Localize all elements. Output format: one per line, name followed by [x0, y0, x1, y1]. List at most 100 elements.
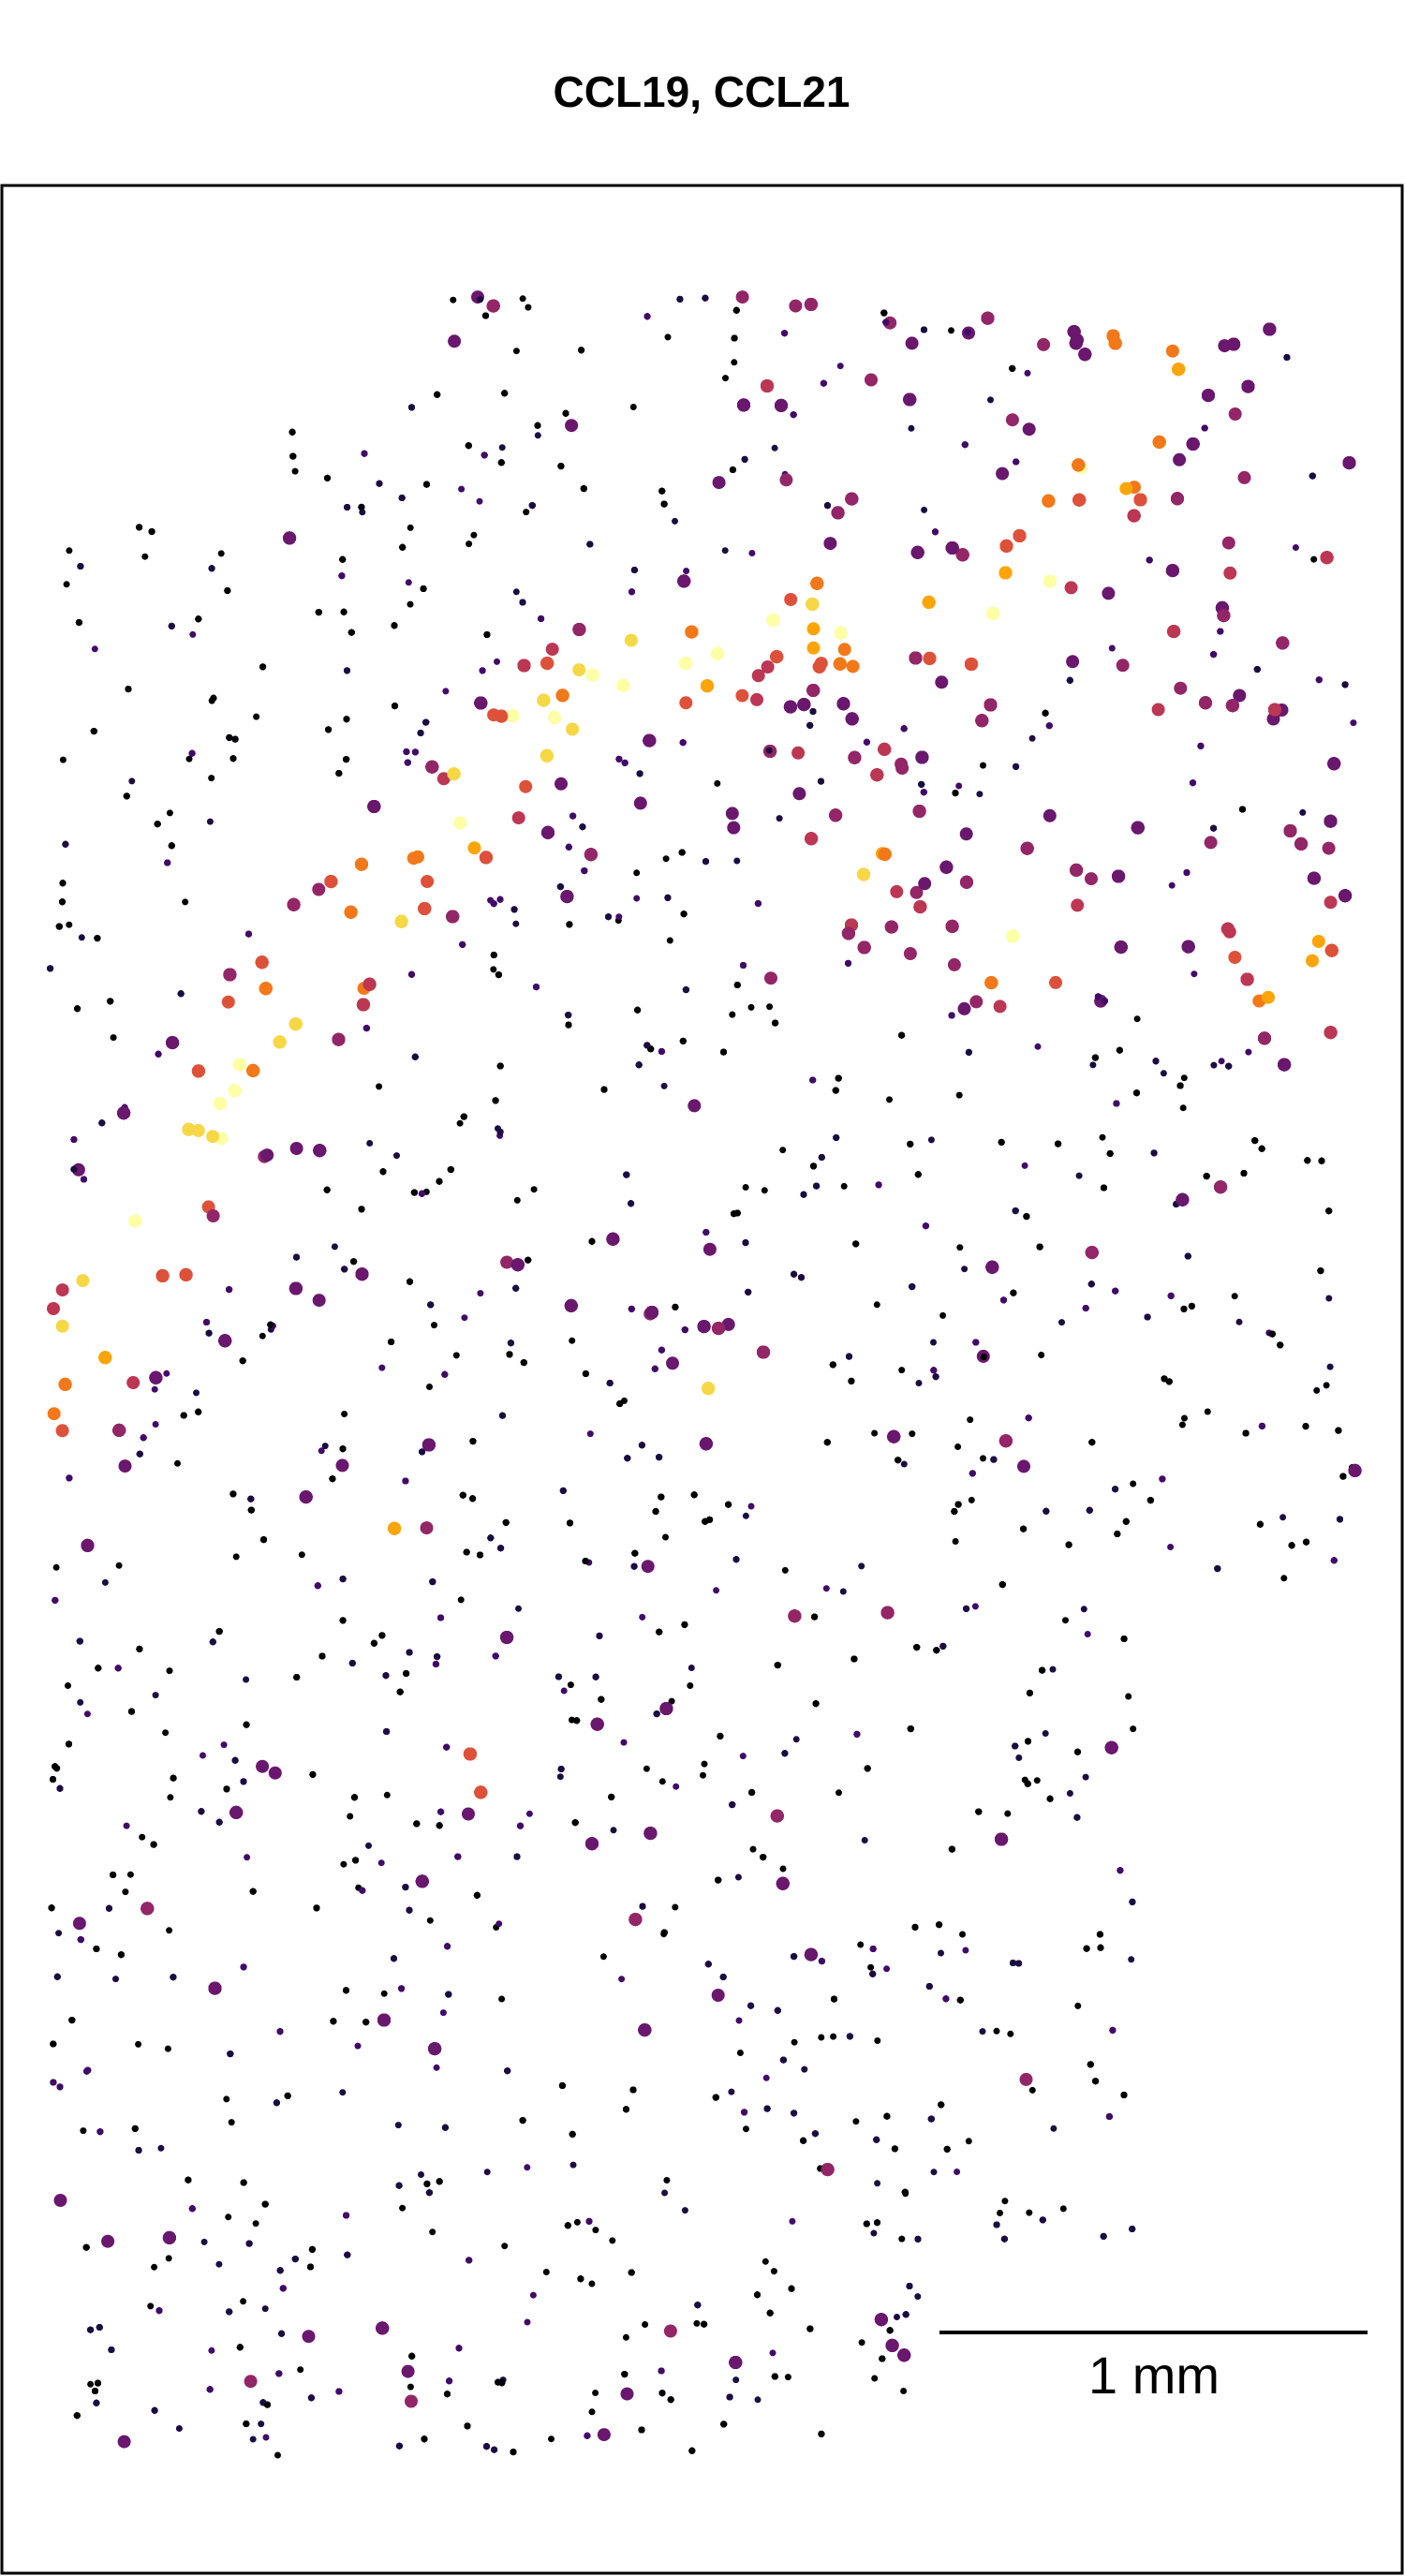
tissue-spot: [736, 2050, 744, 2056]
tissue-spot: [865, 373, 878, 387]
tissue-spot: [500, 1255, 514, 1269]
tissue-spot: [1322, 841, 1336, 855]
tissue-spot: [1204, 836, 1218, 850]
tissue-spot: [66, 547, 73, 555]
tissue-spot: [457, 1596, 465, 1604]
tissue-spot: [1130, 1725, 1137, 1733]
tissue-spot: [206, 1130, 220, 1144]
tissue-spot: [495, 1920, 503, 1928]
tissue-spot: [792, 1736, 800, 1743]
tissue-spot: [750, 692, 763, 706]
tissue-spot: [135, 2040, 142, 2048]
tissue-spot: [461, 1314, 468, 1322]
tissue-spot: [735, 290, 749, 304]
tissue-spot: [791, 2038, 798, 2046]
tissue-spot: [262, 2434, 270, 2441]
tissue-spot: [779, 1147, 787, 1154]
tissue-spot: [728, 2088, 735, 2095]
tissue-spot: [679, 696, 693, 710]
tissue-spot: [429, 2228, 436, 2236]
tissue-spot: [749, 1845, 757, 1853]
tissue-spot: [666, 937, 673, 944]
tissue-spot: [524, 2318, 531, 2326]
tissue-spot: [898, 2235, 906, 2243]
tissue-spot: [721, 1317, 735, 1331]
tissue-spot: [1074, 2002, 1082, 2009]
tissue-spot: [722, 375, 729, 382]
tissue-spot: [80, 2127, 87, 2135]
tissue-spot: [347, 1813, 354, 1820]
tissue-spot: [588, 2408, 596, 2416]
tissue-spot: [641, 1560, 655, 1574]
tissue-spot: [1033, 1777, 1041, 1784]
tissue-spot: [418, 2171, 424, 2178]
tissue-spot: [597, 2428, 611, 2442]
tissue-spot: [128, 777, 136, 785]
tissue-spot: [182, 898, 189, 906]
tissue-spot: [761, 660, 775, 674]
tissue-spot: [139, 1833, 146, 1841]
tissue-spot: [115, 1562, 123, 1569]
tissue-spot: [664, 333, 672, 341]
tissue-spot: [905, 336, 919, 350]
tissue-spot: [818, 2034, 825, 2041]
tissue-spot: [433, 2064, 440, 2071]
tissue-spot: [165, 2255, 172, 2262]
tissue-spot: [733, 857, 741, 865]
tissue-spot: [228, 2119, 235, 2126]
tissue-spot: [996, 466, 1010, 481]
tissue-spot: [498, 1995, 506, 2003]
tissue-spot: [55, 1424, 69, 1438]
tissue-spot: [200, 2238, 208, 2245]
tissue-spot: [633, 895, 641, 902]
tissue-spot: [939, 1311, 947, 1319]
tissue-spot: [1223, 566, 1237, 580]
tissue-spot: [857, 1941, 865, 1948]
tissue-spot: [298, 1551, 305, 1559]
tissue-spot: [968, 1496, 975, 1503]
tissue-spot: [191, 1123, 205, 1137]
tissue-spot: [253, 713, 260, 720]
tissue-spot: [609, 2237, 616, 2244]
tissue-spot: [980, 1455, 986, 1462]
tissue-spot: [952, 1538, 959, 1545]
tissue-spot: [101, 2234, 115, 2248]
tissue-spot: [662, 1533, 669, 1541]
tissue-spot: [784, 593, 798, 606]
tissue-spot: [297, 2366, 304, 2374]
tissue-spot: [83, 1710, 91, 1718]
tissue-spot: [822, 1585, 830, 1592]
tissue-spot: [874, 2180, 881, 2187]
tissue-spot: [185, 755, 193, 762]
plot-frame: [0, 184, 1404, 2575]
tissue-spot: [1151, 703, 1165, 717]
tissue-spot: [331, 1243, 338, 1251]
tissue-spot: [1231, 1293, 1238, 1300]
tissue-spot: [688, 1099, 702, 1113]
tissue-spot: [436, 772, 451, 786]
tissue-spot: [354, 2042, 362, 2050]
tissue-spot: [629, 404, 637, 410]
tissue-spot: [59, 756, 67, 763]
tissue-spot: [748, 550, 756, 556]
tissue-spot: [152, 1692, 159, 1699]
tissue-spot: [840, 1182, 848, 1190]
tissue-spot: [624, 633, 638, 647]
tissue-spot: [252, 2220, 259, 2228]
tissue-spot: [663, 2324, 677, 2338]
tissue-spot: [957, 1001, 971, 1015]
tissue-spot: [639, 1613, 646, 1621]
tissue-spot: [762, 2074, 770, 2081]
tissue-spot: [702, 1242, 717, 1256]
tissue-spot: [1062, 1617, 1069, 1624]
tissue-spot: [747, 1503, 755, 1510]
tissue-spot: [852, 2118, 860, 2125]
tissue-spot: [914, 2293, 922, 2301]
tissue-spot: [442, 688, 450, 695]
tissue-spot: [903, 947, 917, 960]
tissue-spot: [401, 2364, 415, 2378]
tissue-spot: [1218, 1058, 1225, 1065]
tissue-spot: [837, 643, 851, 657]
tissue-spot: [618, 1976, 626, 1983]
tissue-spot: [890, 884, 904, 898]
